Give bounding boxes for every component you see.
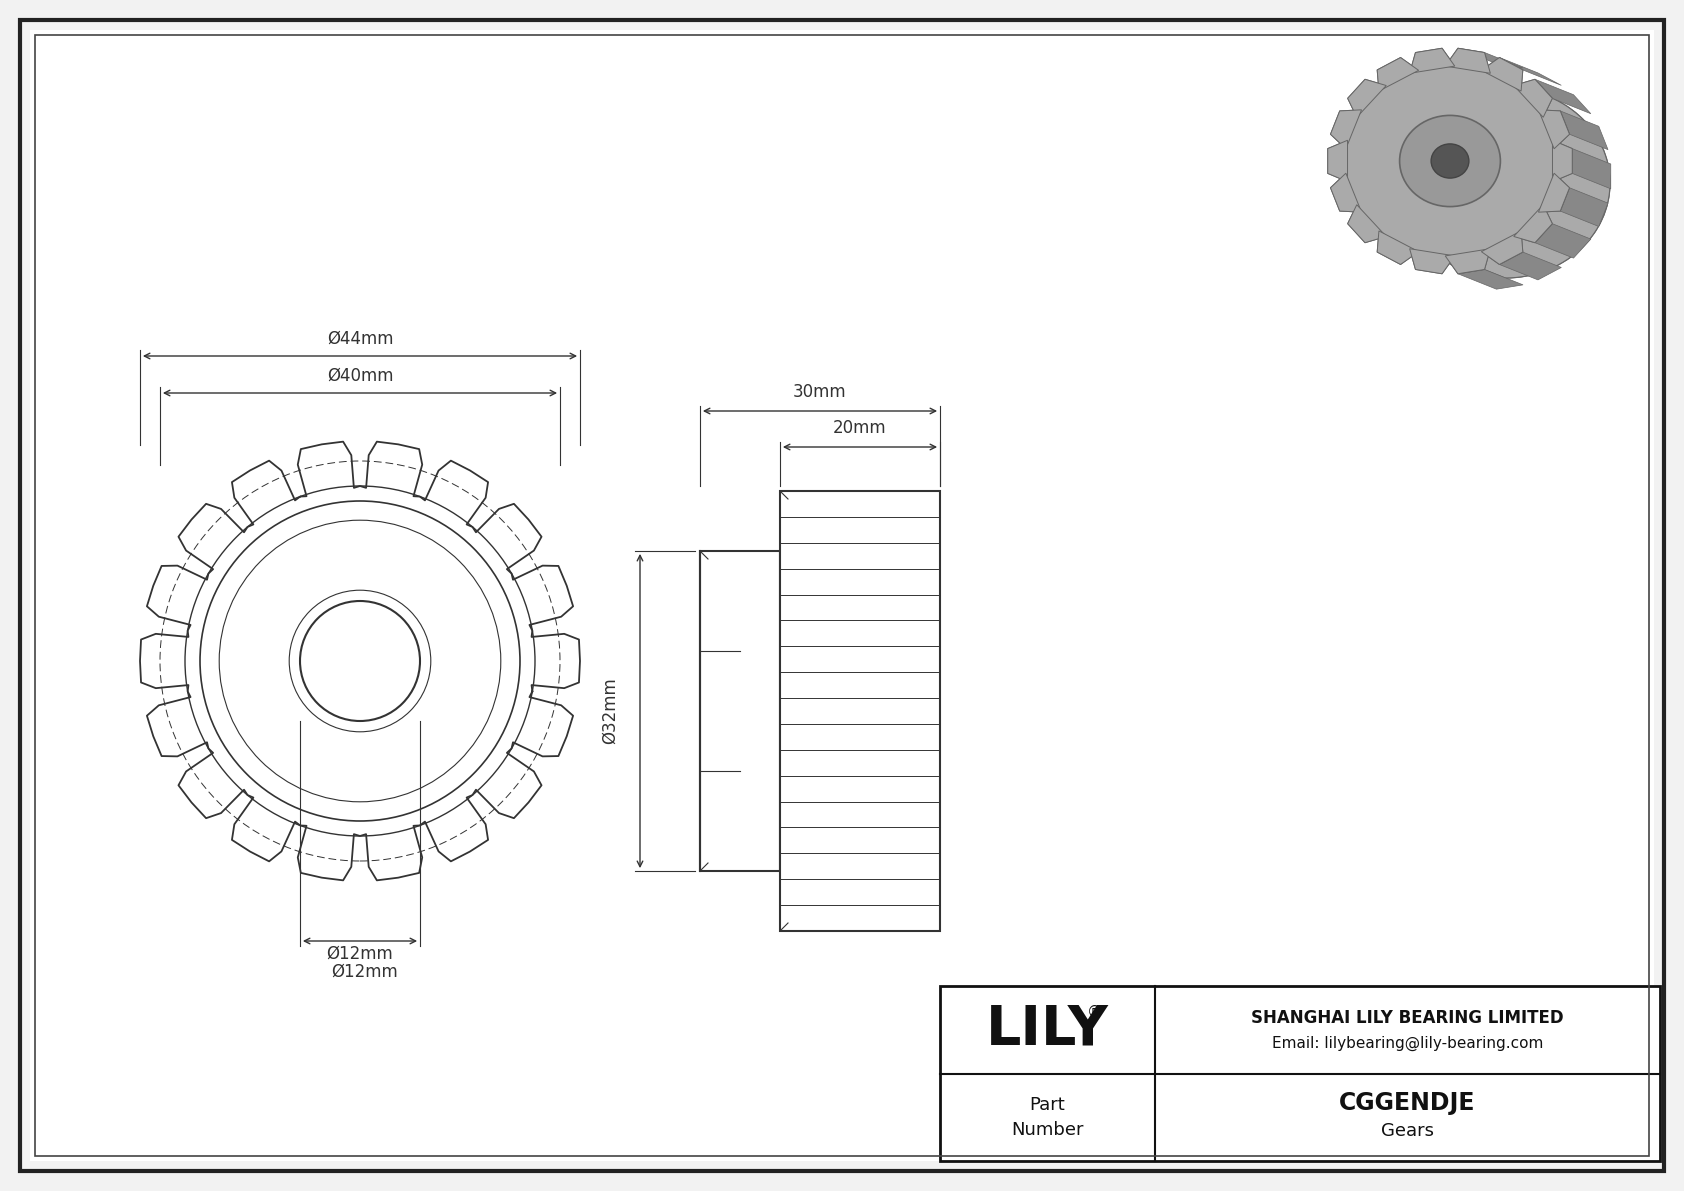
Bar — [701, 551, 780, 871]
Polygon shape — [1347, 80, 1386, 117]
Text: 30mm: 30mm — [793, 384, 847, 401]
Polygon shape — [1450, 66, 1610, 278]
Polygon shape — [1482, 231, 1522, 264]
Polygon shape — [1410, 48, 1455, 74]
Polygon shape — [1458, 269, 1522, 289]
Polygon shape — [1445, 48, 1490, 74]
Polygon shape — [1378, 57, 1418, 91]
Polygon shape — [1330, 173, 1362, 212]
Text: Email: lilybearing@lily-bearing.com: Email: lilybearing@lily-bearing.com — [1271, 1036, 1543, 1052]
Polygon shape — [1482, 57, 1522, 91]
Polygon shape — [1327, 141, 1347, 182]
Polygon shape — [1539, 110, 1569, 149]
Text: SHANGHAI LILY BEARING LIMITED: SHANGHAI LILY BEARING LIMITED — [1251, 1009, 1564, 1027]
Polygon shape — [1445, 249, 1490, 274]
Text: Ø12mm: Ø12mm — [327, 944, 394, 964]
Polygon shape — [140, 442, 579, 880]
Polygon shape — [1514, 205, 1553, 243]
Text: 20mm: 20mm — [834, 419, 887, 437]
Polygon shape — [1445, 48, 1490, 74]
Polygon shape — [1539, 110, 1569, 149]
Polygon shape — [1553, 141, 1573, 182]
Polygon shape — [1499, 57, 1561, 86]
Polygon shape — [1378, 57, 1418, 91]
Polygon shape — [1445, 249, 1490, 274]
Ellipse shape — [1431, 144, 1468, 179]
Polygon shape — [1482, 231, 1522, 264]
Text: Part
Number: Part Number — [1012, 1096, 1084, 1139]
Polygon shape — [1347, 205, 1386, 243]
Bar — [780, 491, 940, 931]
Text: Ø32mm: Ø32mm — [601, 678, 620, 744]
Ellipse shape — [1399, 88, 1610, 278]
Polygon shape — [1499, 252, 1561, 280]
Polygon shape — [1410, 249, 1455, 274]
Ellipse shape — [1399, 116, 1500, 206]
Polygon shape — [1536, 224, 1591, 258]
Bar — [940, 986, 1660, 1161]
Text: Ø40mm: Ø40mm — [327, 367, 394, 385]
Polygon shape — [1410, 249, 1455, 274]
Polygon shape — [1410, 48, 1455, 74]
Polygon shape — [1482, 57, 1522, 91]
Polygon shape — [1539, 173, 1569, 212]
Text: Ø12mm: Ø12mm — [332, 964, 399, 981]
Polygon shape — [1536, 80, 1591, 113]
Text: LILY: LILY — [987, 1003, 1110, 1056]
Polygon shape — [1561, 111, 1608, 150]
Text: CGGENDJE: CGGENDJE — [1339, 1091, 1475, 1115]
Polygon shape — [1378, 231, 1418, 264]
Text: Gears: Gears — [1381, 1122, 1435, 1140]
Polygon shape — [1330, 110, 1362, 149]
Polygon shape — [1347, 80, 1386, 117]
Circle shape — [300, 601, 419, 721]
Polygon shape — [1330, 173, 1362, 212]
Polygon shape — [1514, 80, 1553, 117]
Polygon shape — [1514, 205, 1553, 243]
Polygon shape — [1458, 48, 1522, 68]
Polygon shape — [1539, 173, 1569, 212]
Polygon shape — [1347, 205, 1386, 243]
Polygon shape — [1514, 80, 1553, 117]
Polygon shape — [1378, 231, 1418, 264]
Polygon shape — [1561, 188, 1608, 226]
Text: Ø44mm: Ø44mm — [327, 330, 394, 348]
Ellipse shape — [1346, 66, 1554, 256]
Polygon shape — [1553, 141, 1573, 182]
Text: ®: ® — [1086, 1005, 1101, 1021]
Polygon shape — [1573, 149, 1612, 189]
Polygon shape — [1330, 110, 1362, 149]
Polygon shape — [1327, 141, 1347, 182]
